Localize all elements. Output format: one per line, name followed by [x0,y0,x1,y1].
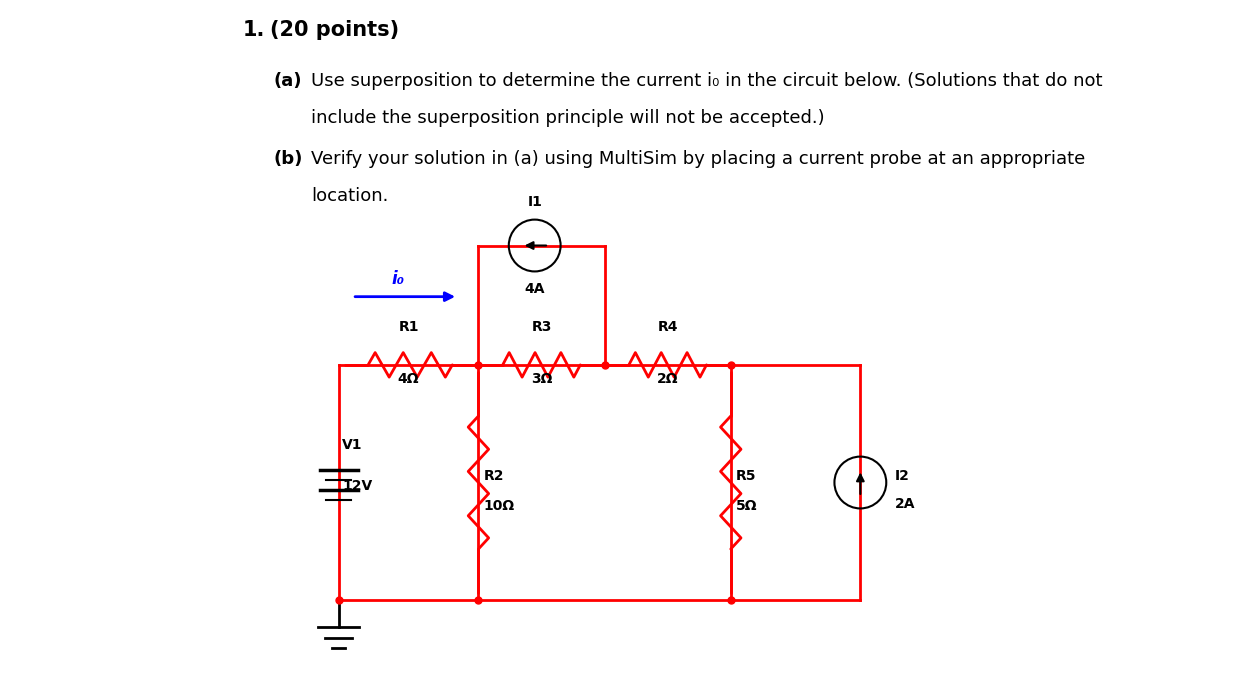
Text: 2A: 2A [894,497,915,512]
Text: Verify your solution in (a) using MultiSim by placing a current probe at an appr: Verify your solution in (a) using MultiS… [312,150,1085,168]
Text: (a): (a) [274,72,302,89]
Text: 4A: 4A [525,282,545,296]
Text: R5: R5 [736,469,756,483]
Text: include the superposition principle will not be accepted.): include the superposition principle will… [312,109,825,127]
Text: 1.: 1. [243,20,265,40]
Text: R1: R1 [398,320,418,334]
Text: 4Ω: 4Ω [398,372,419,386]
Text: 5Ω: 5Ω [736,499,757,514]
Text: V1: V1 [342,438,363,452]
Text: R4: R4 [657,320,677,334]
Text: 12V: 12V [342,479,372,493]
Text: 3Ω: 3Ω [531,372,552,386]
Text: R3: R3 [531,320,552,334]
Text: (b): (b) [274,150,303,168]
Text: (20 points): (20 points) [270,20,399,40]
Text: Use superposition to determine the current i₀ in the circuit below. (Solutions t: Use superposition to determine the curre… [312,72,1103,89]
Text: R2: R2 [483,469,505,483]
Text: I1: I1 [527,195,542,209]
Text: location.: location. [312,187,388,205]
Text: 2Ω: 2Ω [657,372,679,386]
Text: 10Ω: 10Ω [483,499,515,514]
Text: I2: I2 [894,469,909,483]
Text: i₀: i₀ [392,271,404,288]
